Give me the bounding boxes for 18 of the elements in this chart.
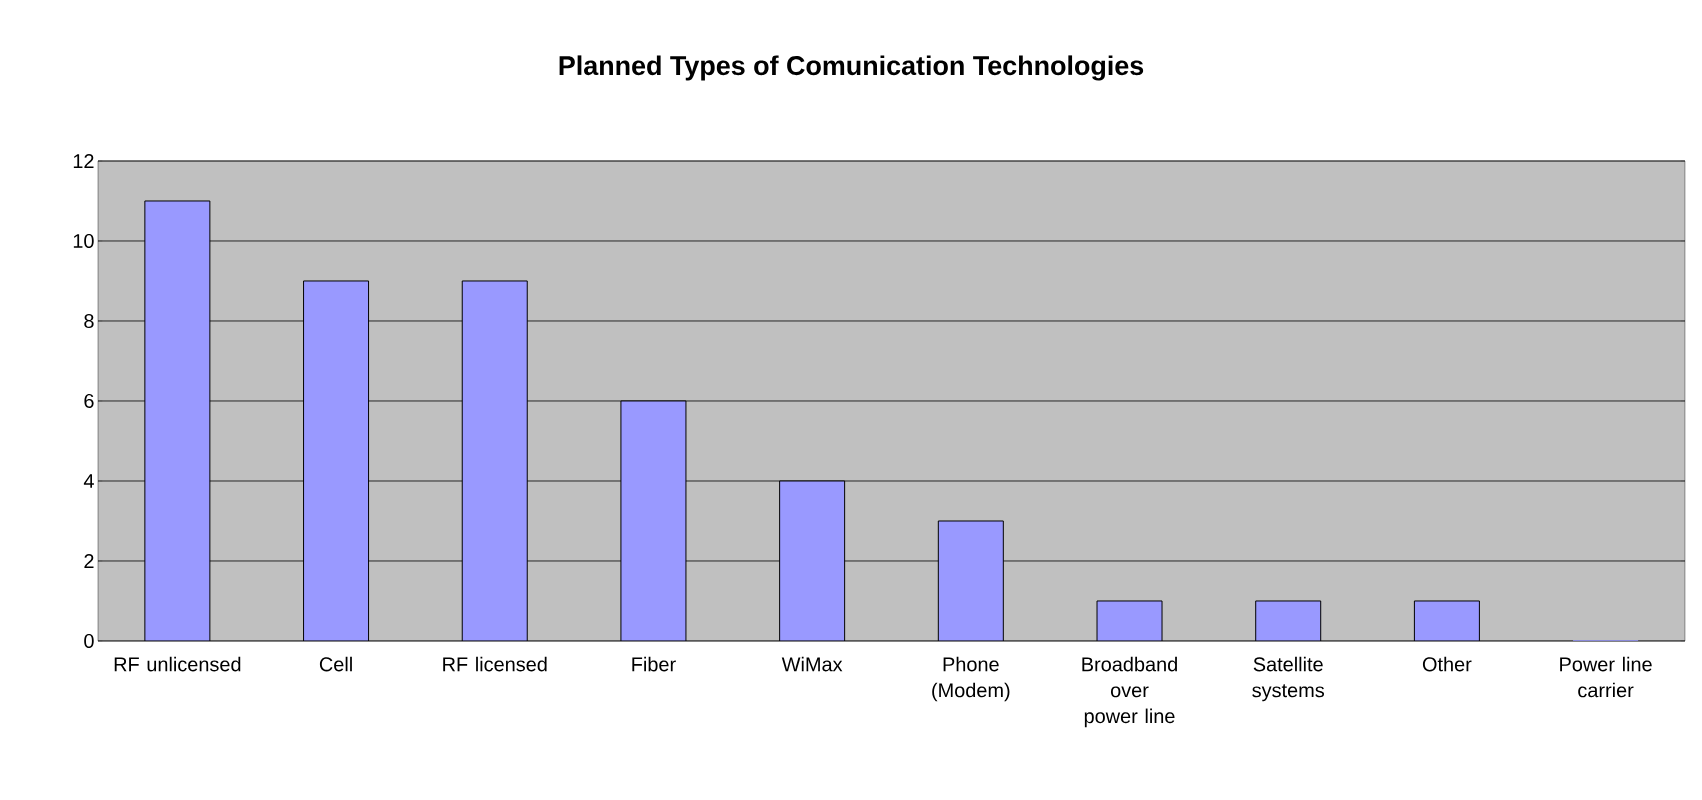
x-tick-label: Fiber (632, 656, 676, 672)
x-tick-label: WiMax (781, 656, 843, 672)
y-tick-label: 2 (84, 554, 94, 568)
x-tick-label: RF unlicensed (114, 656, 241, 672)
y-tick-label: 0 (84, 633, 94, 649)
y-tick-label: 6 (84, 393, 94, 409)
x-tick-label: Phone (Modem) (932, 656, 1010, 702)
x-tick-label: Other (1422, 656, 1472, 672)
x-tick-label: Broadband over power line (1082, 656, 1177, 728)
chart-title: Planned Types of Comunication Technologies (559, 55, 1144, 81)
x-tick-label: RF licensed (443, 656, 547, 672)
y-tick-label: 4 (83, 474, 94, 488)
x-tick-label: Cell (319, 656, 352, 672)
x-tick-label: Power line carrier (1560, 656, 1652, 698)
y-tick-label: 8 (84, 313, 94, 329)
y-tick-label: 10 (73, 233, 94, 249)
x-tick-label: Satellite systems (1252, 656, 1325, 702)
y-tick-label: 12 (73, 154, 94, 168)
